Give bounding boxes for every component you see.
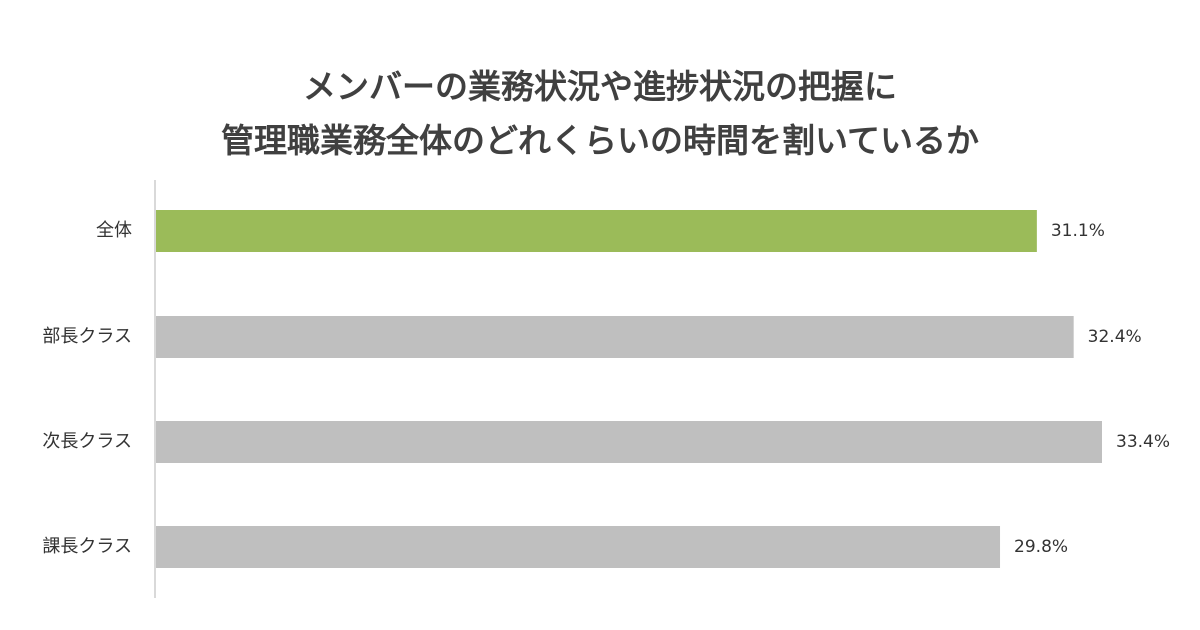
bar-2 (156, 421, 1102, 463)
category-label-3: 課長クラス (42, 536, 132, 557)
value-labels: 31.1% 32.4% 33.4% 29.8% (1014, 221, 1170, 557)
bar-3 (156, 526, 1001, 568)
value-label-3: 29.8% (1014, 537, 1068, 557)
value-label-0: 31.1% (1051, 221, 1105, 241)
category-label-1: 部長クラス (42, 326, 132, 347)
bar-0 (156, 210, 1037, 252)
category-label-2: 次長クラス (42, 431, 132, 452)
value-label-2: 33.4% (1116, 432, 1170, 452)
category-label-0: 全体 (96, 220, 132, 241)
chart-title: メンバーの業務状況や進捗状況の把握に 管理職業務全体のどれくらいの時間を割いてい… (0, 60, 1200, 168)
chart-title-line-1: メンバーの業務状況や進捗状況の把握に (303, 67, 897, 106)
value-label-1: 32.4% (1088, 327, 1142, 347)
chart-title-line-2: 管理職業務全体のどれくらいの時間を割いているか (220, 121, 979, 160)
bars-group (156, 210, 1102, 568)
bar-1 (156, 316, 1074, 358)
